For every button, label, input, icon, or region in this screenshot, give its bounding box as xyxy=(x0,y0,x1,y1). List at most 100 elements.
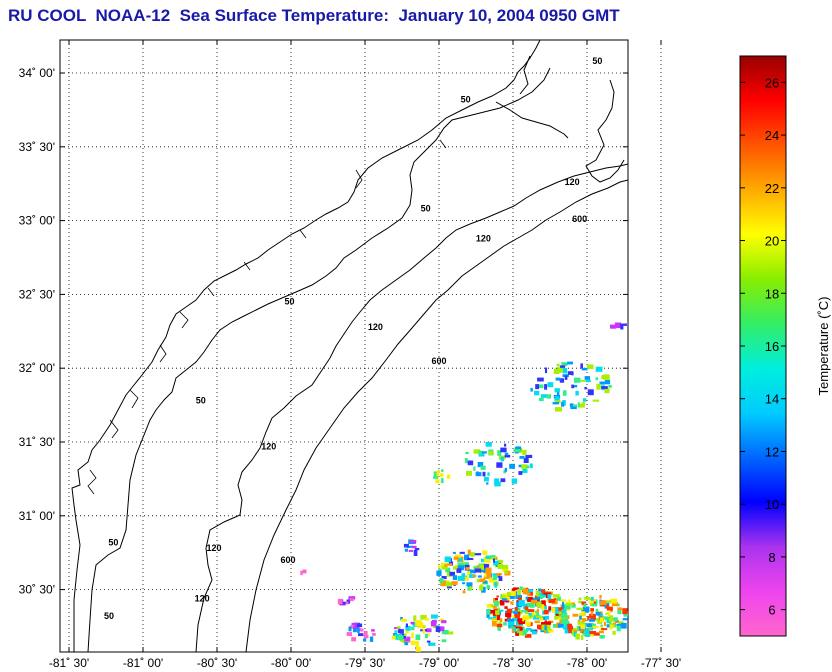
sst-pixel xyxy=(579,629,584,634)
sst-pixel xyxy=(464,554,470,561)
sst-pixel xyxy=(523,615,530,620)
colorbar-tick-label: 22 xyxy=(765,181,779,196)
sst-pixel xyxy=(348,596,356,600)
sst-pixel xyxy=(491,618,499,622)
sst-pixel xyxy=(557,617,561,620)
sst-pixel xyxy=(481,586,486,593)
sst-pixel xyxy=(616,623,622,627)
sst-pixel xyxy=(569,403,574,407)
sst-pixel xyxy=(496,601,503,604)
sst-pixel xyxy=(500,447,507,453)
sst-pixel xyxy=(500,456,504,462)
sst-pixel xyxy=(497,615,501,621)
sst-pixel xyxy=(504,454,511,458)
colorbar-tick-label: 14 xyxy=(765,392,779,407)
sst-pixel xyxy=(557,367,563,373)
sst-pixel xyxy=(427,633,430,637)
longitude-label: -80˚ 30' xyxy=(197,656,237,670)
sst-pixel xyxy=(595,366,603,372)
sst-pixel xyxy=(530,387,533,392)
sst-pixel xyxy=(597,619,603,624)
sst-pixel xyxy=(620,323,627,326)
sst-pixel xyxy=(415,620,422,626)
sst-pixel xyxy=(446,631,454,635)
sst-pixel xyxy=(586,364,594,370)
longitude-label: -78˚ 30' xyxy=(493,656,533,670)
sst-pixel xyxy=(480,465,486,470)
map-area[interactable]: 50 50 50 50 50 50 50 120 120 120 120 120 120 600 600 60… xyxy=(19,39,681,670)
sst-pixel xyxy=(571,384,574,389)
sst-pixel xyxy=(425,617,429,621)
sst-pixel xyxy=(522,588,529,595)
sst-pixel xyxy=(581,618,587,622)
sst-pixel xyxy=(620,622,627,629)
sst-pixel xyxy=(430,620,437,627)
sst-pixel xyxy=(486,482,489,485)
sst-pixel xyxy=(441,566,448,570)
sst-pixel xyxy=(438,565,441,569)
sst-pixel xyxy=(601,386,608,389)
sst-pixel xyxy=(565,623,572,630)
sst-pixel xyxy=(475,472,482,477)
sst-pixel xyxy=(568,599,571,602)
isobath-label: 50 xyxy=(592,56,602,66)
sst-pixel xyxy=(415,646,421,652)
sst-pixel xyxy=(522,469,528,473)
sst-pixel xyxy=(596,383,601,390)
sst-pixel xyxy=(587,616,590,621)
sst-pixel xyxy=(406,545,413,548)
sst-pixel xyxy=(513,587,520,591)
sst-pixel xyxy=(538,397,544,402)
sst-pixel xyxy=(507,591,511,596)
sst-pixel xyxy=(613,622,616,625)
sst-pixel xyxy=(371,629,375,632)
sst-pixel xyxy=(490,610,498,614)
temperature-colorbar: 6 8 10 12 14 16 18 20 22 24 26 Temperature (˚C) xyxy=(739,55,831,637)
isobath-label: 50 xyxy=(108,537,118,547)
sst-pixel xyxy=(582,398,587,402)
sst-pixel xyxy=(515,626,522,629)
sst-pixel xyxy=(506,616,511,620)
sst-pixel xyxy=(519,626,523,631)
sst-pixel xyxy=(509,463,515,469)
sst-pixel xyxy=(600,600,607,605)
sst-pixel xyxy=(302,569,307,573)
sst-pixel xyxy=(548,608,551,613)
sst-pixel xyxy=(483,563,489,570)
sst-pixel xyxy=(466,470,472,476)
sst-pixel xyxy=(558,607,564,610)
sst-pixel xyxy=(470,552,475,557)
sst-pixel xyxy=(357,627,360,633)
sst-pixel xyxy=(497,625,501,631)
sst-pixel xyxy=(429,642,436,646)
sst-pixel xyxy=(588,619,595,622)
sst-pixel xyxy=(499,600,505,606)
sst-pixel xyxy=(538,588,542,592)
sst-pixel xyxy=(612,630,616,635)
sst-pixel xyxy=(584,634,591,637)
sst-pixel xyxy=(494,582,498,588)
sst-pixel xyxy=(595,608,599,615)
sst-pixel xyxy=(403,543,409,548)
sst-pixel xyxy=(483,575,489,579)
sst-pixel xyxy=(535,384,539,390)
sst-pixel xyxy=(459,551,465,554)
sst-pixel xyxy=(415,634,421,641)
sst-pixel xyxy=(502,565,509,570)
sst-pixel xyxy=(502,593,509,597)
sst-pixel xyxy=(527,592,533,597)
sst-pixel xyxy=(539,592,543,596)
sst-pixel xyxy=(405,625,411,631)
sst-pixel xyxy=(446,474,451,479)
sst-pixel xyxy=(575,633,580,640)
sst-pixel xyxy=(589,602,593,606)
sst-pixel xyxy=(451,581,458,586)
sst-pixel xyxy=(544,384,548,390)
sst-pixel xyxy=(466,582,473,587)
sst-pixel xyxy=(552,623,559,628)
sst-pixel xyxy=(575,390,579,396)
colorbar-tick-label: 26 xyxy=(765,75,779,90)
isobath-labels: 50 50 50 50 50 50 50 120 120 120 120 120 120 600 600 60… xyxy=(104,56,602,621)
isobath-120 xyxy=(195,163,628,652)
sst-pixel xyxy=(584,603,587,608)
